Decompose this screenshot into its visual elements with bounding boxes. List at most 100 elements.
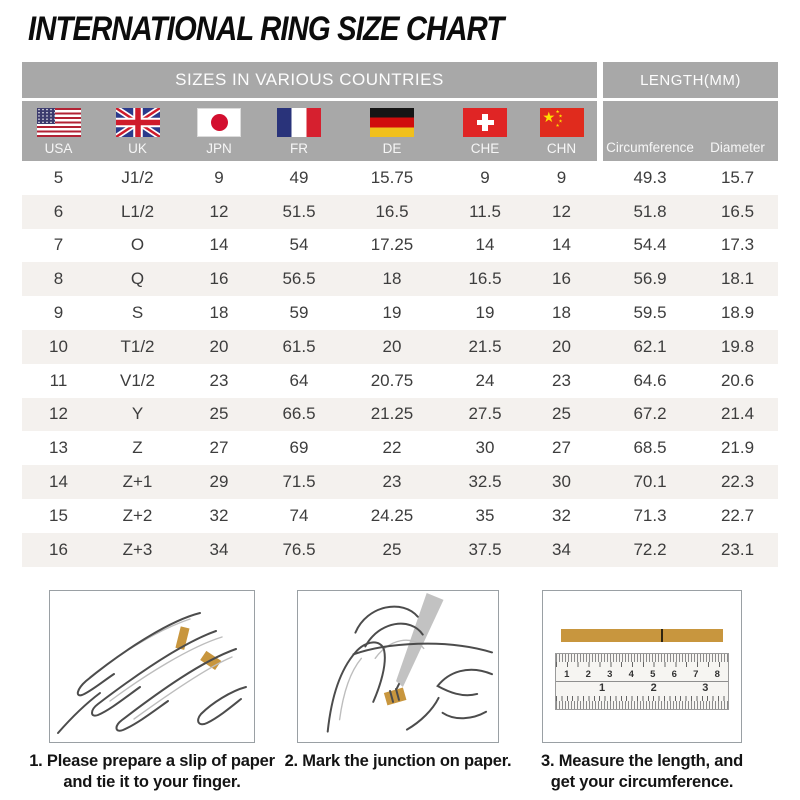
cell: 20.6 <box>720 370 755 390</box>
cell: 71.3 <box>633 505 667 525</box>
usa-flag-icon <box>36 108 81 137</box>
cell: 18 <box>552 303 571 323</box>
china-flag-icon <box>539 108 584 137</box>
table-row: 13 Z 27 69 22 30 27 68.5 21.9 <box>22 431 778 466</box>
cell: 49 <box>289 167 309 187</box>
table-row: 10 T1/2 20 61.5 20 21.5 20 62.1 19.8 <box>22 329 778 364</box>
cell: 64 <box>289 370 309 390</box>
cm-number: 1 <box>564 668 570 680</box>
cell: 18.1 <box>720 269 755 289</box>
cell: 22 <box>382 438 402 458</box>
column-header-diameter: Diameter <box>697 101 778 161</box>
cell: 24 <box>475 370 495 390</box>
caption-line-2: get your circumference. <box>550 773 734 792</box>
cell: 25 <box>209 404 229 424</box>
column-header-de: DE <box>340 101 444 161</box>
column-header-che: CHE <box>444 101 526 161</box>
cell: 16.5 <box>720 201 755 221</box>
column-header-circumference: Circumference <box>603 101 697 161</box>
cell: 23 <box>209 370 229 390</box>
cell: 66.5 <box>282 404 316 424</box>
cell: 69 <box>289 438 309 458</box>
cell: 23 <box>552 370 571 390</box>
cell: 15.75 <box>370 167 414 187</box>
cell: 67.2 <box>633 404 667 424</box>
germany-flag-icon <box>370 108 414 137</box>
cell: 15.7 <box>720 167 755 187</box>
inch-number: 1 <box>599 682 606 694</box>
cell: 32.5 <box>468 472 502 492</box>
cell: 62.1 <box>633 336 667 356</box>
cell: Q <box>130 269 145 289</box>
cell: 34 <box>552 539 571 559</box>
cell: 9 <box>214 167 224 187</box>
cm-number: 5 <box>650 668 656 680</box>
cell: 64.6 <box>633 370 667 390</box>
france-flag-icon <box>277 108 321 137</box>
cell: V1/2 <box>120 370 155 390</box>
cell: 8 <box>53 269 64 289</box>
cell: 17.25 <box>370 235 414 255</box>
cell: 15 <box>49 505 68 525</box>
cell: 74 <box>289 505 309 525</box>
cell: 25 <box>382 539 402 559</box>
cell: 7 <box>53 235 64 255</box>
cell: 21.25 <box>370 404 414 424</box>
cell: 37.5 <box>468 539 502 559</box>
ruler-cm-ticks <box>556 662 728 667</box>
cm-number: 6 <box>671 668 677 680</box>
table-row: 7 O 14 54 17.25 14 14 54.4 17.3 <box>22 228 778 263</box>
table-row: 11 V1/2 23 64 20.75 24 23 64.6 20.6 <box>22 363 778 398</box>
column-header-usa: USA <box>22 101 95 161</box>
ruler: 1 2 3 4 5 6 7 8 1 2 3 <box>555 653 729 710</box>
table-row: 16 Z+3 34 76.5 25 37.5 34 72.2 23.1 <box>22 532 778 567</box>
cell: 9 <box>480 167 490 187</box>
column-label: CHN <box>546 141 577 156</box>
cell: 20.75 <box>370 370 414 390</box>
column-label: DE <box>382 141 402 156</box>
cell: Z+1 <box>122 472 153 492</box>
japan-flag-icon <box>197 108 241 137</box>
cell: 18.9 <box>720 303 755 323</box>
ruler-hatch-top <box>556 654 728 662</box>
cell: 25 <box>552 404 571 424</box>
instruction-step-1: 1. Please prepare a slip of paper and ti… <box>27 590 277 793</box>
size-chart-table: SIZES IN VARIOUS COUNTRIES LENGTH(MM) US… <box>22 62 778 567</box>
table-row: 5 J1/2 9 49 15.75 9 9 49.3 15.7 <box>22 161 778 195</box>
cell: 16.5 <box>468 269 502 289</box>
caption-line-1: 2. Mark the junction on paper. <box>284 752 512 770</box>
instruction-caption: 3. Measure the length, and get your circ… <box>517 751 767 793</box>
pen-mark <box>661 629 664 642</box>
page-title: INTERNATIONAL RING SIZE CHART <box>28 10 504 48</box>
cell: 24.25 <box>370 505 414 525</box>
ruler-inch-ticks <box>556 696 728 701</box>
cell: 16 <box>209 269 229 289</box>
column-label: UK <box>128 141 147 156</box>
instruction-step-3: 1 2 3 4 5 6 7 8 1 2 3 3 <box>517 590 767 793</box>
cell: 16 <box>49 539 68 559</box>
cell: 56.9 <box>633 269 667 289</box>
cell: 30 <box>475 438 495 458</box>
cell: Z <box>132 438 143 458</box>
cell: 19.8 <box>720 336 755 356</box>
caption-line-1: 3. Measure the length, and <box>540 752 743 770</box>
cell: 13 <box>49 438 68 458</box>
cell: 9 <box>556 167 567 187</box>
length-group-header: LENGTH(MM) <box>603 62 778 98</box>
column-header-jpn: JPN <box>180 101 258 161</box>
cell: Y <box>131 404 144 424</box>
cell: 72.2 <box>633 539 667 559</box>
cell: 21.5 <box>468 336 502 356</box>
cell: 32 <box>209 505 229 525</box>
cell: 70.1 <box>633 472 667 492</box>
instruction-caption: 2. Mark the junction on paper. <box>273 751 523 772</box>
caption-line-1: 1. Please prepare a slip of paper <box>29 752 275 770</box>
cell: L1/2 <box>120 201 155 221</box>
column-label: CHE <box>470 141 500 156</box>
cell: 35 <box>475 505 495 525</box>
cell: 14 <box>209 235 229 255</box>
cell: 49.3 <box>633 167 667 187</box>
cell: 68.5 <box>633 438 667 458</box>
cell: 6 <box>53 201 64 221</box>
cell: 14 <box>552 235 571 255</box>
